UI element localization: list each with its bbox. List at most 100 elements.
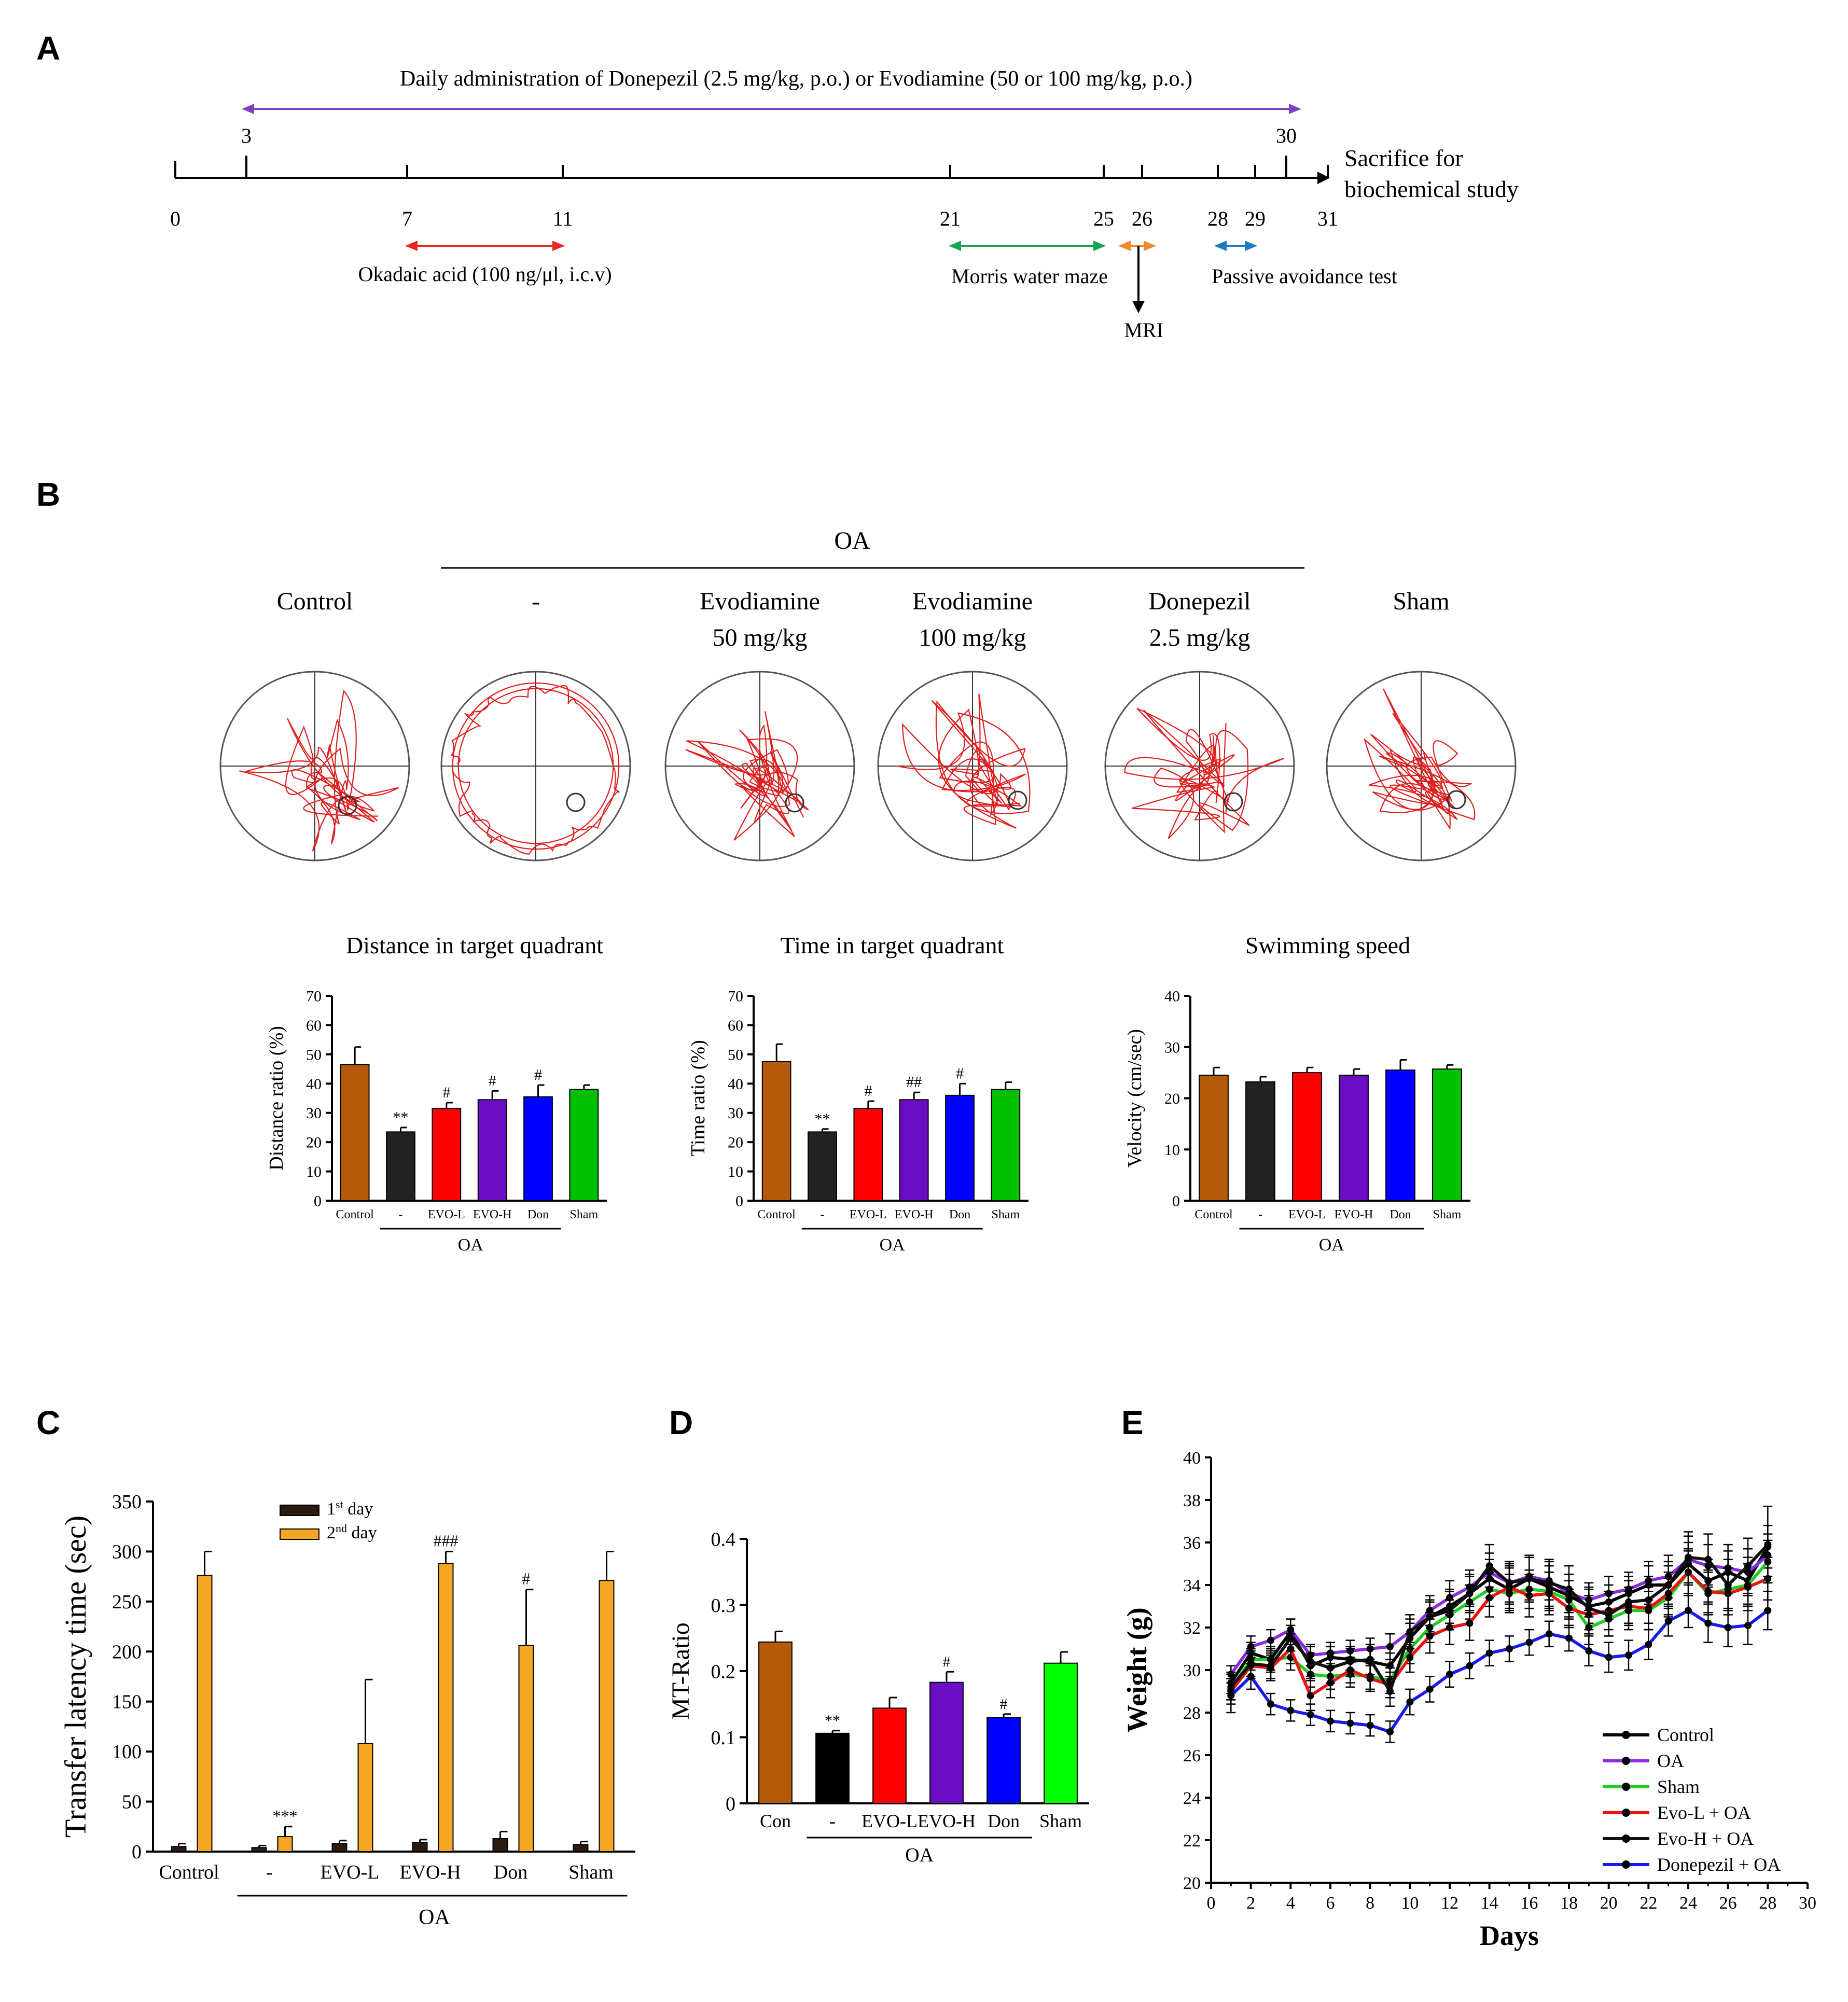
data-point [1227,1692,1235,1700]
y-tick-label: 26 [1183,1746,1201,1765]
legend-swatch [280,1528,319,1540]
y-tick-label: 0.3 [711,1595,736,1617]
y-tick-label: 40 [306,1076,322,1093]
y-tick-label: 60 [728,1017,743,1034]
bar-day1 [492,1838,508,1852]
x-tick-label: 14 [1481,1894,1498,1913]
data-point [1724,1624,1732,1631]
y-tick-label: 60 [306,1017,322,1034]
bar [523,1096,553,1201]
series-line [1229,1554,1769,1675]
swim-path [685,711,809,841]
data-point [1625,1598,1632,1606]
bar-day2 [438,1563,454,1853]
y-tick-label: 350 [112,1491,142,1513]
y-tick-label: 40 [728,1076,743,1093]
x-tick-label: 12 [1441,1894,1458,1913]
bar [1292,1072,1322,1201]
bar [1339,1075,1369,1201]
series-line [1229,1546,1769,1684]
mri-label: MRI [1124,318,1163,342]
series-donepezil-oa [1226,1591,1773,1743]
data-point [1267,1636,1274,1644]
data-point [1585,1647,1593,1655]
timeline-day-label: 25 [1093,207,1114,230]
y-axis-label: Velocity (cm/sec) [1124,1029,1146,1167]
data-point [1426,1685,1434,1693]
data-point [1406,1698,1414,1706]
chart-title: Swimming speed [1245,932,1410,958]
y-axis-label: Transfer latency time (sec) [59,1516,92,1838]
data-point [1685,1607,1692,1615]
x-tick-label: 22 [1639,1894,1657,1913]
legend-marker [1622,1834,1630,1843]
significance-mark: # [1000,1695,1008,1713]
data-point [1466,1662,1474,1670]
data-point [1485,1562,1493,1570]
data-point [1466,1619,1474,1627]
panel-b: B OA Control - Evodiamine 50 mg/kg Evodiamin… [36,476,1517,861]
legend-marker [1622,1731,1630,1739]
bar [758,1641,793,1804]
chart-time: Time in target quadrant 0 10 20 30 40 50 60 70 Ti… [687,932,1029,1255]
significance-mark: ## [906,1074,922,1091]
x-tick-label: 2 [1246,1894,1255,1913]
maze-pool-2 [440,671,631,861]
x-tick-label: 6 [1326,1894,1335,1913]
data-point [1426,1613,1434,1621]
significance-mark: # [442,1084,450,1101]
category-label: Control [159,1861,219,1883]
y-tick-label: 22 [1183,1831,1201,1851]
swim-path [239,689,399,852]
category-label: EVO-L [1288,1208,1326,1221]
admin-label: Daily administration of Donepezil (2.5 m… [400,67,1192,91]
category-label: Control [1194,1208,1233,1221]
data-point [1287,1634,1295,1642]
chart-transfer: 0 50 100 150 200 250 300 350 Transfer latency ti… [59,1491,635,1929]
x-tick-label: 28 [1759,1894,1776,1913]
significance-mark: ** [825,1712,840,1729]
data-point [1605,1611,1613,1619]
bar [477,1099,507,1202]
category-label: EVO-H [918,1811,976,1831]
data-point [1744,1621,1752,1629]
x-tick-label: 26 [1719,1894,1737,1913]
y-tick-label: 36 [1183,1534,1201,1553]
y-tick-label: 0 [314,1193,322,1210]
category-label: Don [1390,1208,1411,1221]
data-point [1485,1649,1493,1657]
bar-day2 [599,1580,615,1853]
okadaic-label: Okadaic acid (100 ng/μl, i.c.v) [358,262,612,286]
x-tick-label: 16 [1520,1894,1538,1913]
category-label: Don [949,1208,970,1221]
data-point [1664,1581,1672,1589]
chart-mt: 0 0.1 0.2 0.3 0.4 MT-Ratio Con - ** EVO-L EVO-H # Do… [667,1528,1089,1866]
oa-group-label: OA [1319,1235,1345,1255]
legend-marker [1622,1757,1630,1765]
y-tick-label: 70 [728,988,743,1005]
legend-swatch [280,1505,319,1516]
data-point [1645,1640,1652,1648]
bar-day2 [197,1575,213,1853]
bar [1245,1081,1275,1201]
y-tick-label: 300 [112,1541,142,1563]
category-label: Sham [1433,1208,1462,1221]
data-point [1366,1656,1374,1663]
y-tick-label: 0 [1172,1193,1180,1210]
y-tick-label: 10 [728,1163,743,1180]
y-tick-label: 20 [1183,1874,1201,1893]
data-point [1605,1653,1613,1661]
category-label: EVO-L [862,1811,918,1831]
data-point [1386,1728,1394,1735]
y-tick-label: 40 [1183,1449,1201,1468]
data-point [1704,1619,1712,1627]
y-tick-label: 24 [1183,1789,1201,1808]
y-tick-label: 0.4 [711,1528,736,1550]
panel-label-c: C [36,1404,60,1441]
bar [761,1061,791,1201]
bar [945,1094,975,1202]
category-label: Don [494,1861,527,1883]
category-label: Con [760,1811,791,1831]
timeline-day-label: 29 [1245,207,1266,230]
category-label: EVO-L [321,1861,380,1883]
